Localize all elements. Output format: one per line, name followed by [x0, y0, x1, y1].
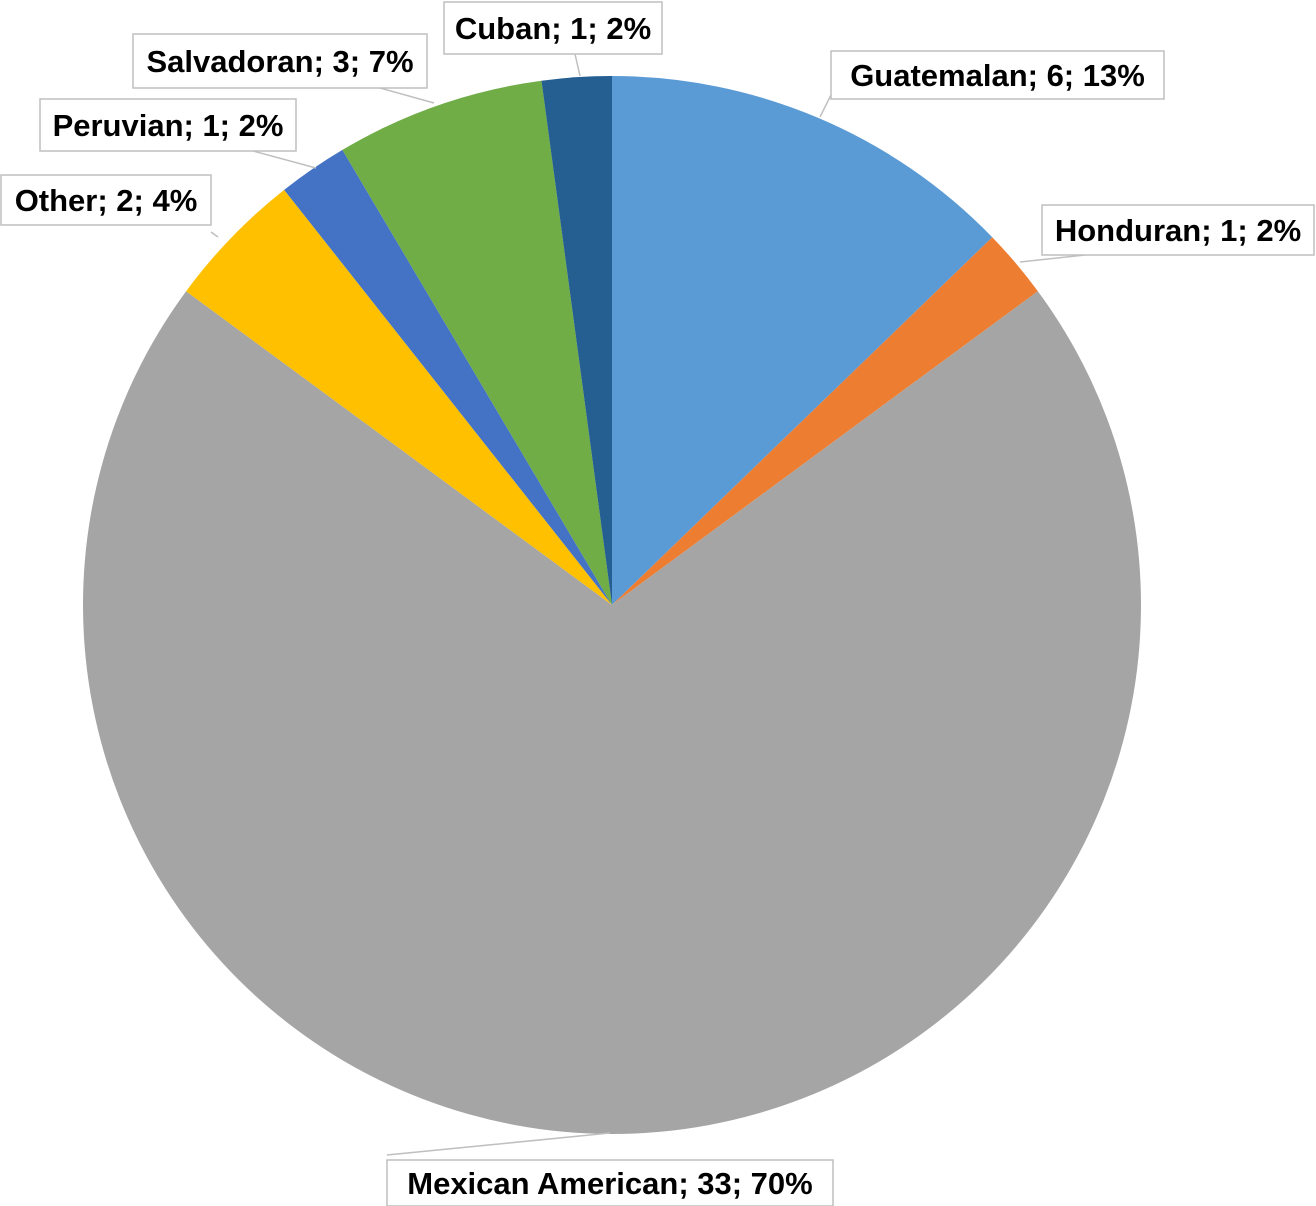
- leader-line-mexican-american: [386, 1132, 611, 1156]
- data-label-box: [1041, 204, 1315, 256]
- pie-slice-other: [186, 189, 612, 605]
- leader-line-guatemalan: [819, 94, 832, 118]
- data-label-box: [443, 1, 663, 55]
- leader-line-cuban: [574, 53, 581, 77]
- data-label-box: [132, 33, 428, 89]
- data-label-cuban: Cuban; 1; 2%: [443, 1, 663, 55]
- data-label-text: Salvadoran; 3; 7%: [146, 44, 413, 79]
- data-label-other: Other; 2; 4%: [0, 174, 212, 226]
- data-label-text: Other; 2; 4%: [15, 183, 198, 218]
- data-label-box: [830, 50, 1165, 100]
- pie-slice-salvadoran: [342, 80, 612, 606]
- data-label-salvadoran: Salvadoran; 3; 7%: [132, 33, 428, 89]
- data-label-honduran: Honduran; 1; 2%: [1041, 204, 1315, 256]
- pie-slice-guatemalan: [612, 76, 993, 605]
- leader-lines: [210, 53, 1086, 1156]
- leader-line-honduran: [1019, 254, 1086, 263]
- data-label-mexican-american: Mexican American; 33; 70%: [386, 1159, 834, 1206]
- leader-line-other: [210, 231, 219, 238]
- pie-slice-honduran: [612, 237, 1038, 606]
- data-label-text: Cuban; 1; 2%: [455, 11, 651, 46]
- pie-slice-peruvian: [284, 149, 612, 605]
- data-label-peruvian: Peruvian; 1; 2%: [39, 98, 297, 152]
- leader-line-peruvian: [252, 150, 317, 169]
- data-label-guatemalan: Guatemalan; 6; 13%: [830, 50, 1165, 100]
- data-label-text: Mexican American; 33; 70%: [407, 1166, 812, 1201]
- data-label-text: Guatemalan; 6; 13%: [850, 58, 1145, 93]
- pie-slice-cuban: [541, 76, 612, 605]
- data-label-box: [39, 98, 297, 152]
- data-label-box: [0, 174, 212, 226]
- data-label-text: Peruvian; 1; 2%: [53, 108, 284, 143]
- data-label-text: Honduran; 1; 2%: [1055, 213, 1301, 248]
- data-label-box: [386, 1159, 834, 1206]
- pie-slice-mexican-american: [82, 291, 1141, 1135]
- pie-slices: [82, 76, 1141, 1135]
- leader-line-salvadoran: [379, 87, 435, 104]
